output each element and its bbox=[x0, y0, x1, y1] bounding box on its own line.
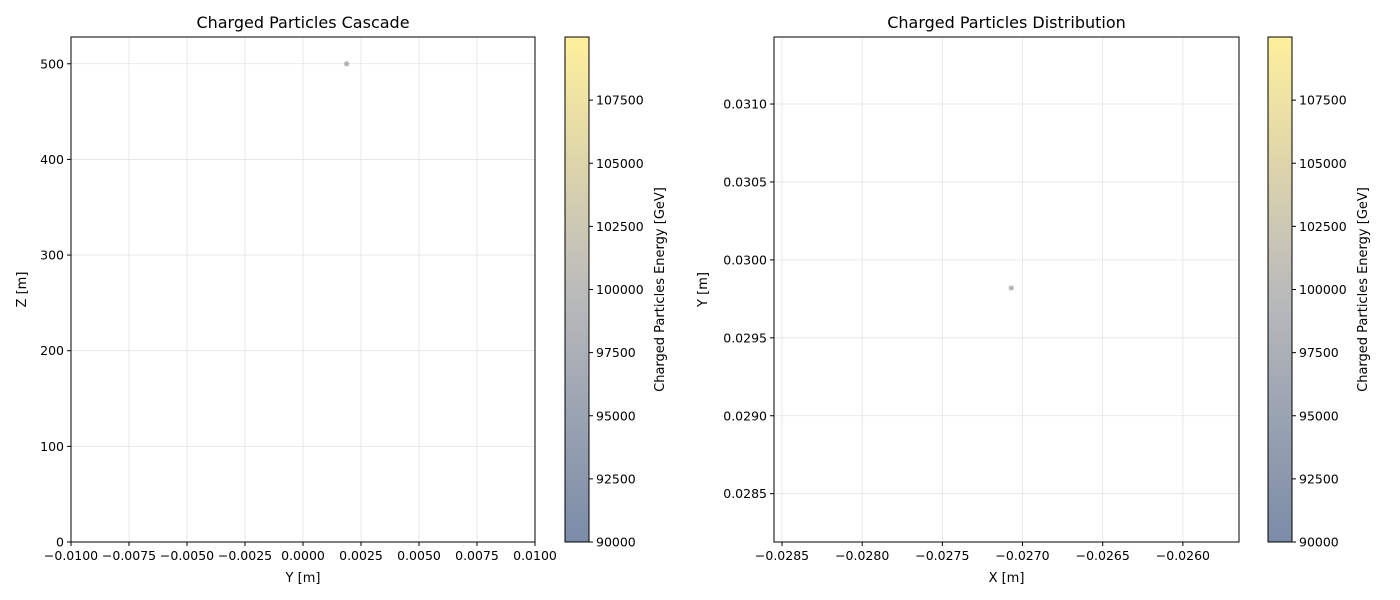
chart-title: Charged Particles Cascade bbox=[196, 13, 409, 32]
y-tick-label: 0.0295 bbox=[723, 330, 767, 345]
x-tick-label: −0.0075 bbox=[102, 548, 156, 563]
colorbar-tick-label: 107500 bbox=[1299, 93, 1347, 108]
x-tick-label: −0.0280 bbox=[835, 548, 889, 563]
colorbar-tick-label: 92500 bbox=[596, 471, 636, 486]
x-tick-label: −0.0025 bbox=[218, 548, 272, 563]
x-tick-label: −0.0050 bbox=[160, 548, 214, 563]
x-tick-label: −0.0260 bbox=[1156, 548, 1210, 563]
y-tick-label: 0.0300 bbox=[723, 252, 767, 267]
y-tick-label: 0.0290 bbox=[723, 408, 767, 423]
y-tick-label: 0.0310 bbox=[723, 97, 767, 112]
colorbar-tick-label: 100000 bbox=[596, 282, 644, 297]
y-tick-label: 100 bbox=[40, 439, 64, 454]
colorbar-label: Charged Particles Energy [GeV] bbox=[1356, 187, 1371, 392]
colorbar-label: Charged Particles Energy [GeV] bbox=[653, 187, 668, 392]
colorbar-tick-label: 100000 bbox=[1299, 282, 1347, 297]
colorbar-bar bbox=[564, 36, 590, 543]
x-tick-label: −0.0275 bbox=[915, 548, 969, 563]
x-axis-label: Y [m] bbox=[285, 571, 321, 586]
y-tick-label: 200 bbox=[40, 343, 64, 358]
colorbar-tick-label: 105000 bbox=[596, 156, 644, 171]
colorbar-bar bbox=[1267, 36, 1293, 543]
colorbar: 90000 92500 95000 97500 100000 102500 105000 10… bbox=[564, 36, 668, 550]
y-tick-label: 300 bbox=[40, 248, 64, 263]
y-tick-label: 400 bbox=[40, 152, 64, 167]
x-tick-label: −0.0270 bbox=[995, 548, 1049, 563]
x-tick-label: 0.0025 bbox=[339, 548, 383, 563]
x-tick-label: −0.0100 bbox=[44, 548, 98, 563]
colorbar-tick-label: 97500 bbox=[596, 345, 636, 360]
x-axis-label: X [m] bbox=[989, 571, 1025, 586]
chart-2: −0.0285 −0.0280 −0.0275 −0.0270 −0.0265 −0.02… bbox=[696, 13, 1371, 586]
colorbar-tick-label: 105000 bbox=[1299, 156, 1347, 171]
x-tick-label: 0.0075 bbox=[455, 548, 499, 563]
y-tick-label: 0.0305 bbox=[723, 174, 767, 189]
x-tick-label: 0.0000 bbox=[281, 548, 325, 563]
x-tick-label: −0.0265 bbox=[1076, 548, 1130, 563]
colorbar: 90000 92500 95000 97500 100000 102500 105000 10… bbox=[1267, 36, 1371, 550]
plot-frame bbox=[773, 36, 1240, 543]
colorbar-tick-label: 102500 bbox=[596, 219, 644, 234]
data-point bbox=[344, 61, 350, 67]
colorbar-tick-label: 97500 bbox=[1299, 345, 1339, 360]
colorbar-tick-label: 107500 bbox=[596, 93, 644, 108]
colorbar-tick-label: 90000 bbox=[596, 535, 636, 550]
data-point bbox=[1008, 285, 1014, 291]
x-tick-label: 0.0100 bbox=[513, 548, 557, 563]
colorbar-tick-label: 92500 bbox=[1299, 471, 1339, 486]
chart-title: Charged Particles Distribution bbox=[887, 13, 1126, 32]
colorbar-tick-label: 95000 bbox=[596, 408, 636, 423]
x-tick-label: 0.0050 bbox=[397, 548, 441, 563]
y-tick-label: 0 bbox=[56, 535, 64, 550]
chart-1: −0.0100 −0.0075 −0.0050 −0.0025 0.0000 0.0025… bbox=[15, 13, 668, 586]
colorbar-tick-label: 102500 bbox=[1299, 219, 1347, 234]
y-tick-label: 500 bbox=[40, 56, 64, 71]
x-tick-label: −0.0285 bbox=[755, 548, 809, 563]
colorbar-tick-label: 95000 bbox=[1299, 408, 1339, 423]
y-axis-label: Y [m] bbox=[696, 272, 711, 308]
y-axis-label: Z [m] bbox=[15, 272, 30, 308]
colorbar-tick-label: 90000 bbox=[1299, 535, 1339, 550]
y-tick-label: 0.0285 bbox=[723, 486, 767, 501]
